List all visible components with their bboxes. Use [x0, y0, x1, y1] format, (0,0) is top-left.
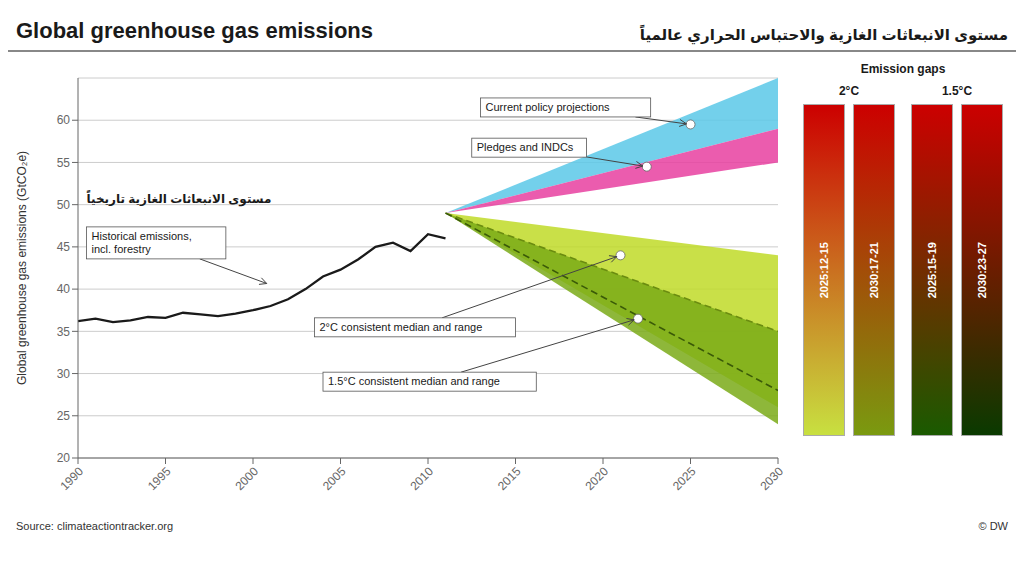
svg-text:2015: 2015 [495, 464, 524, 493]
svg-text:60: 60 [57, 113, 71, 127]
svg-text:2025: 2025 [670, 464, 699, 493]
svg-text:30: 30 [57, 367, 71, 381]
svg-text:Current policy projections: Current policy projections [486, 101, 611, 113]
svg-text:50: 50 [57, 198, 71, 212]
svg-text:incl. forestry: incl. forestry [92, 243, 152, 255]
html-text:1.5°C: 1.5°C [941, 84, 973, 98]
svg-text:25: 25 [57, 409, 71, 423]
svg-text:Global greenhouse gas emission: Global greenhouse gas emissions (GtCO₂e) [15, 151, 29, 385]
svg-text:مستوى الانبعاثات الغازية تاريخ: مستوى الانبعاثات الغازية تاريخياً [87, 190, 272, 207]
html-text:2030:17-21: 2030:17-21 [868, 241, 880, 299]
html-text:Emission gaps: Emission gaps [860, 62, 946, 76]
html-text:Global greenhouse gas emission: Global greenhouse gas emissions [16, 18, 373, 43]
svg-text:40: 40 [57, 282, 71, 296]
html-text:2025:15-19: 2025:15-19 [926, 241, 938, 299]
svg-text:2005: 2005 [320, 464, 349, 493]
html-text:© DW: © DW [978, 520, 1008, 532]
svg-text:55: 55 [57, 156, 71, 170]
svg-text:1.5°C consistent median and ra: 1.5°C consistent median and range [328, 375, 500, 387]
svg-text:2°C consistent median and rang: 2°C consistent median and range [320, 321, 483, 333]
html-text:2°C: 2°C [838, 84, 860, 98]
html-text:2030:23-27: 2030:23-27 [976, 241, 988, 299]
html-text:مستوى الانبعاثات الغازية والاح: مستوى الانبعاثات الغازية والاحتباس الحرا… [639, 26, 1008, 43]
svg-text:2010: 2010 [407, 464, 436, 493]
svg-text:Historical emissions,: Historical emissions, [92, 230, 192, 242]
svg-text:45: 45 [57, 240, 71, 254]
html-text:Source: climateactiontracker.o: Source: climateactiontracker.org [16, 520, 174, 532]
svg-text:35: 35 [57, 325, 71, 339]
svg-text:20: 20 [57, 451, 71, 465]
svg-text:1990: 1990 [57, 464, 86, 493]
svg-text:2030: 2030 [757, 464, 786, 493]
html-text:2025:12-15: 2025:12-15 [818, 241, 830, 299]
svg-text:1995: 1995 [145, 464, 174, 493]
svg-text:2020: 2020 [582, 464, 611, 493]
svg-text:2000: 2000 [232, 464, 261, 493]
svg-text:Pledges and INDCs: Pledges and INDCs [477, 141, 574, 153]
